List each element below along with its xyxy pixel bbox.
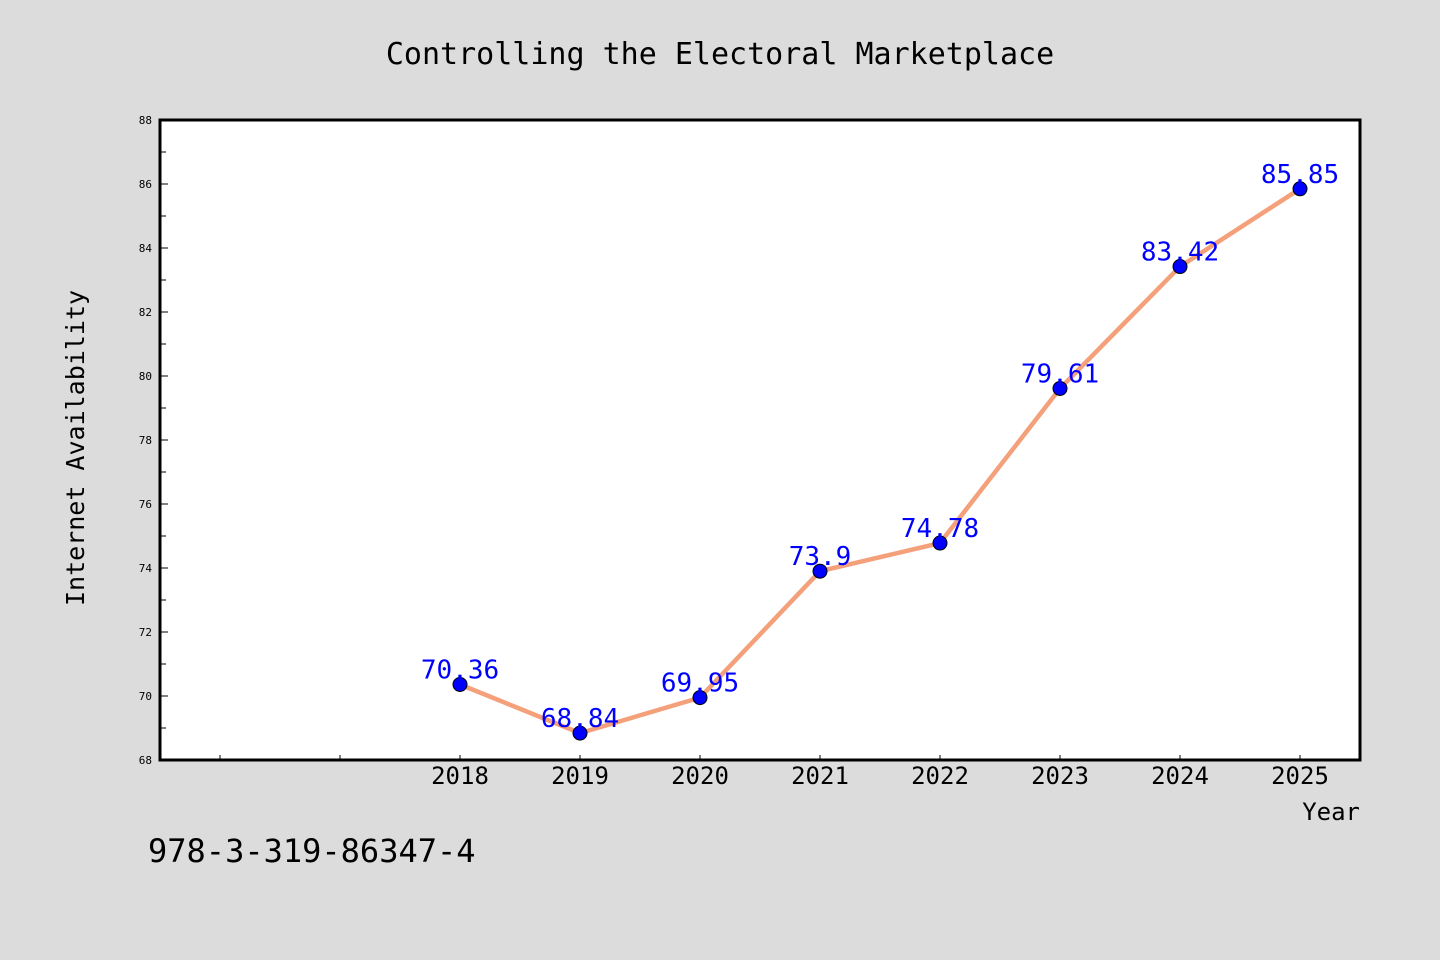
x-tick-label: 2019 <box>551 762 609 790</box>
y-tick-label: 70 <box>139 690 152 703</box>
x-tick-label: 2023 <box>1031 762 1089 790</box>
data-value-label: 69.95 <box>661 669 739 699</box>
x-tick-label: 2025 <box>1271 762 1329 790</box>
y-axis-label: Internet Availability <box>61 290 90 606</box>
data-point-marker <box>452 676 468 692</box>
data-value-label: 79.61 <box>1021 359 1099 389</box>
data-point-marker <box>1172 259 1188 275</box>
data-point-marker <box>1052 380 1068 396</box>
x-tick-label: 2024 <box>1151 762 1209 790</box>
x-tick-label: 2021 <box>791 762 849 790</box>
y-tick-label: 86 <box>139 178 152 191</box>
data-value-label: 74.78 <box>901 514 979 544</box>
x-tick-label: 2022 <box>911 762 969 790</box>
y-tick-label: 88 <box>139 114 152 127</box>
x-tick-label: 2018 <box>431 762 489 790</box>
data-value-label: 83.42 <box>1141 238 1219 268</box>
y-tick-label: 82 <box>139 306 152 319</box>
data-value-label: 68.84 <box>541 704 619 734</box>
data-labels: 70.36 68.84 69.95 73.9 74.78 79.61 83.42 85.85 <box>421 160 1339 734</box>
y-tick-label: 68 <box>139 754 152 767</box>
y-tick-label: 76 <box>139 498 152 511</box>
data-markers <box>452 181 1308 741</box>
data-value-label: 70.36 <box>421 655 499 685</box>
data-point-marker <box>1292 181 1308 197</box>
series-line <box>459 186 1302 736</box>
data-value-label: 73.9 <box>789 542 852 572</box>
data-point-marker <box>572 725 588 741</box>
data-value-label: 85.85 <box>1261 160 1339 190</box>
y-tick-label: 78 <box>139 434 152 447</box>
y-tick-label: 74 <box>139 562 153 575</box>
x-tick-label: 2020 <box>671 762 729 790</box>
y-tick-label: 84 <box>139 242 153 255</box>
y-axis-ticks: 68 70 72 74 76 78 80 82 84 86 88 <box>139 114 168 767</box>
isbn-caption: 978-3-319-86347-4 <box>148 832 476 870</box>
y-tick-label: 72 <box>139 626 152 639</box>
chart-title: Controlling the Electoral Marketplace <box>386 37 1054 72</box>
x-axis-label: Year <box>1302 798 1360 826</box>
data-point-marker <box>932 535 948 551</box>
data-point-marker <box>692 690 708 706</box>
data-point-marker <box>812 563 828 579</box>
plot-frame <box>158 118 1362 762</box>
x-axis-ticks: 2018 2019 2020 2021 2022 2023 2024 2025 <box>219 755 1329 790</box>
plot-area <box>160 120 1360 760</box>
y-tick-label: 80 <box>139 370 152 383</box>
